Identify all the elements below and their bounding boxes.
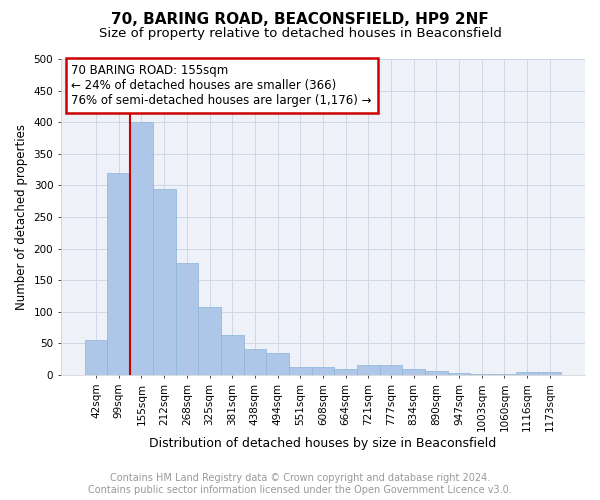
Text: 70 BARING ROAD: 155sqm
← 24% of detached houses are smaller (366)
76% of semi-de: 70 BARING ROAD: 155sqm ← 24% of detached… [71,64,372,106]
Bar [85,340,107,375]
Bar [357,365,380,375]
Bar [538,372,561,375]
Bar [198,307,221,375]
Bar [153,188,176,375]
Text: Contains HM Land Registry data © Crown copyright and database right 2024.
Contai: Contains HM Land Registry data © Crown c… [88,474,512,495]
Text: 70, BARING ROAD, BEACONSFIELD, HP9 2NF: 70, BARING ROAD, BEACONSFIELD, HP9 2NF [111,12,489,28]
Bar [311,368,334,375]
Bar [493,374,516,375]
Bar [334,368,357,375]
Bar [448,372,470,375]
Text: Size of property relative to detached houses in Beaconsfield: Size of property relative to detached ho… [98,28,502,40]
Bar [470,374,493,375]
Bar [403,368,425,375]
Bar [266,353,289,375]
Bar [244,349,266,375]
Bar [107,173,130,375]
Bar [425,372,448,375]
Bar [380,365,403,375]
Bar [289,368,311,375]
X-axis label: Distribution of detached houses by size in Beaconsfield: Distribution of detached houses by size … [149,437,497,450]
Bar [176,262,198,375]
Bar [130,122,153,375]
Bar [221,335,244,375]
Y-axis label: Number of detached properties: Number of detached properties [15,124,28,310]
Bar [516,372,538,375]
